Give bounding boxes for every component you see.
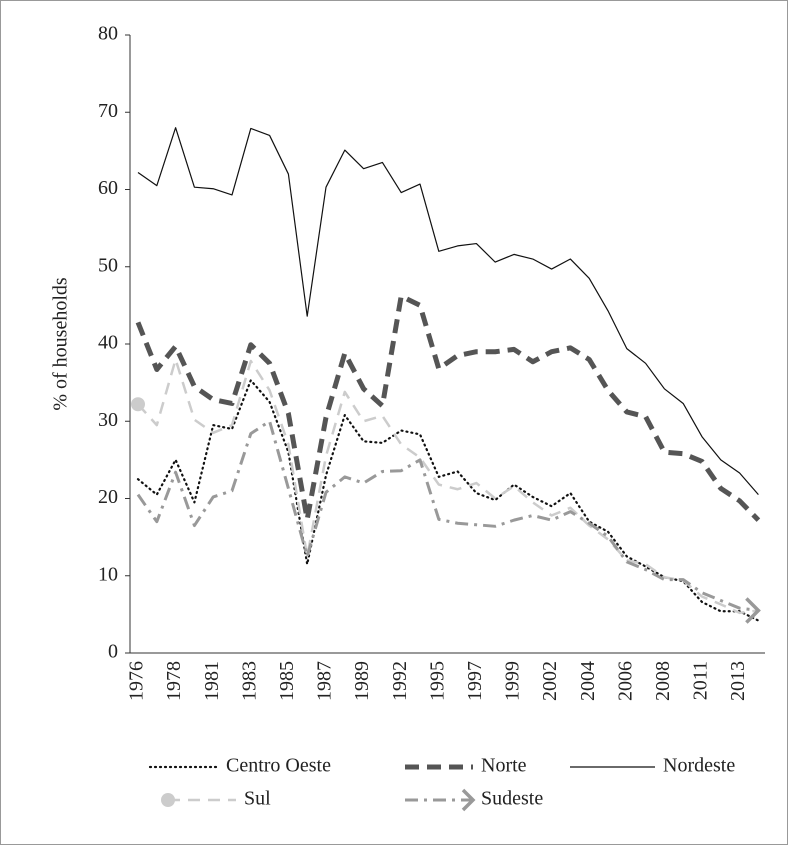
- y-tick-label: 80: [98, 23, 118, 45]
- x-tick-label: 2011: [690, 661, 712, 700]
- legend-label: Nordeste: [663, 755, 735, 777]
- y-tick-label: 70: [98, 100, 118, 122]
- series-marker: [131, 397, 145, 412]
- x-tick-label: 1999: [502, 661, 524, 701]
- series-marker: [745, 597, 761, 624]
- x-tick-label: 1997: [464, 661, 486, 701]
- series-line: [137, 127, 759, 496]
- x-tick-label: 2002: [539, 661, 561, 701]
- y-tick-label: 10: [98, 563, 118, 585]
- x-tick-label: 1981: [201, 661, 223, 701]
- x-tick-label: 1985: [276, 661, 298, 701]
- x-tick-label: 2004: [577, 661, 599, 701]
- x-tick-label: 2013: [727, 661, 749, 701]
- y-axis-label: % of households: [50, 277, 72, 411]
- y-tick-label: 0: [108, 641, 118, 663]
- x-tick-label: 1992: [389, 661, 411, 701]
- x-tick-label: 1978: [163, 661, 185, 701]
- x-tick-label: 1983: [238, 661, 260, 701]
- x-tick-label: 2006: [614, 661, 636, 701]
- y-tick-label: 60: [98, 177, 118, 199]
- legend-marker: [161, 793, 175, 807]
- y-tick-label: 40: [98, 332, 118, 354]
- legend-label: Sul: [244, 788, 271, 810]
- x-tick-label: 1995: [426, 661, 448, 701]
- series-line: [135, 293, 761, 522]
- series-line: [137, 358, 759, 615]
- series-line: [136, 379, 760, 622]
- legend-label: Sudeste: [481, 788, 543, 810]
- x-tick-label: 2008: [652, 661, 674, 701]
- x-tick-label: 1976: [126, 661, 148, 701]
- y-tick-label: 50: [98, 254, 118, 276]
- legend-marker: [461, 788, 476, 812]
- legend-label: Centro Oeste: [226, 755, 331, 777]
- series-line: [136, 419, 759, 613]
- legend-label: Norte: [481, 755, 527, 777]
- y-tick-label: 20: [98, 486, 118, 508]
- x-tick-label: 1989: [351, 661, 373, 701]
- x-tick-label: 1987: [314, 661, 336, 701]
- y-tick-label: 30: [98, 409, 118, 431]
